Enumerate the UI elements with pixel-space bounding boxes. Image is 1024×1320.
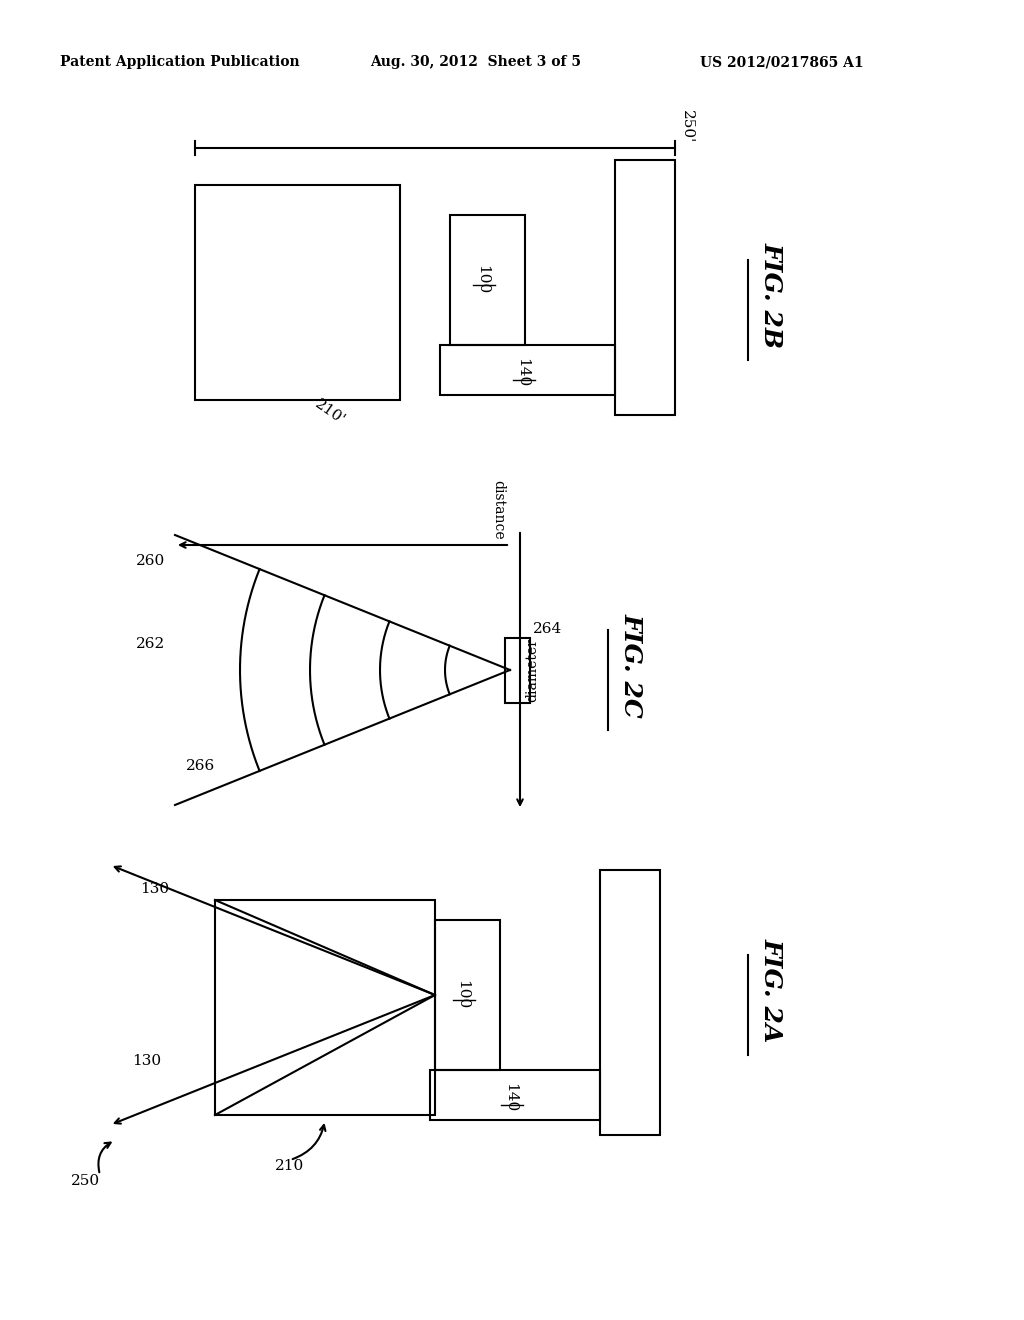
Text: distance: distance	[490, 480, 505, 540]
Text: FIG. 2C: FIG. 2C	[620, 612, 644, 717]
Text: 140: 140	[503, 1084, 517, 1113]
Bar	[450, 215, 525, 345]
Bar	[215, 900, 435, 1115]
Text: FIG. 2B: FIG. 2B	[760, 242, 784, 348]
Text: FIG. 2A: FIG. 2A	[760, 939, 784, 1041]
Bar	[435, 920, 500, 1071]
Text: 100: 100	[455, 981, 469, 1010]
Text: 262: 262	[136, 638, 165, 651]
Text: 140: 140	[515, 358, 529, 388]
Text: 130: 130	[140, 882, 170, 896]
Text: US 2012/0217865 A1: US 2012/0217865 A1	[700, 55, 863, 69]
Text: 210': 210'	[312, 397, 347, 428]
Text: 210: 210	[275, 1159, 304, 1173]
Text: 264: 264	[534, 622, 562, 636]
Bar	[430, 1071, 600, 1119]
Text: 130: 130	[132, 1053, 162, 1068]
Bar	[195, 185, 400, 400]
Text: Patent Application Publication: Patent Application Publication	[60, 55, 300, 69]
Text: 260: 260	[136, 554, 165, 568]
Bar	[505, 638, 530, 704]
Text: 266: 266	[185, 759, 215, 774]
Bar	[600, 870, 660, 1135]
Text: Aug. 30, 2012  Sheet 3 of 5: Aug. 30, 2012 Sheet 3 of 5	[370, 55, 581, 69]
Bar	[440, 345, 615, 395]
Text: diameter: diameter	[525, 638, 539, 702]
Text: 100: 100	[475, 265, 489, 294]
Bar	[615, 160, 675, 414]
Text: 250': 250'	[680, 110, 694, 143]
Text: 250: 250	[71, 1173, 99, 1188]
